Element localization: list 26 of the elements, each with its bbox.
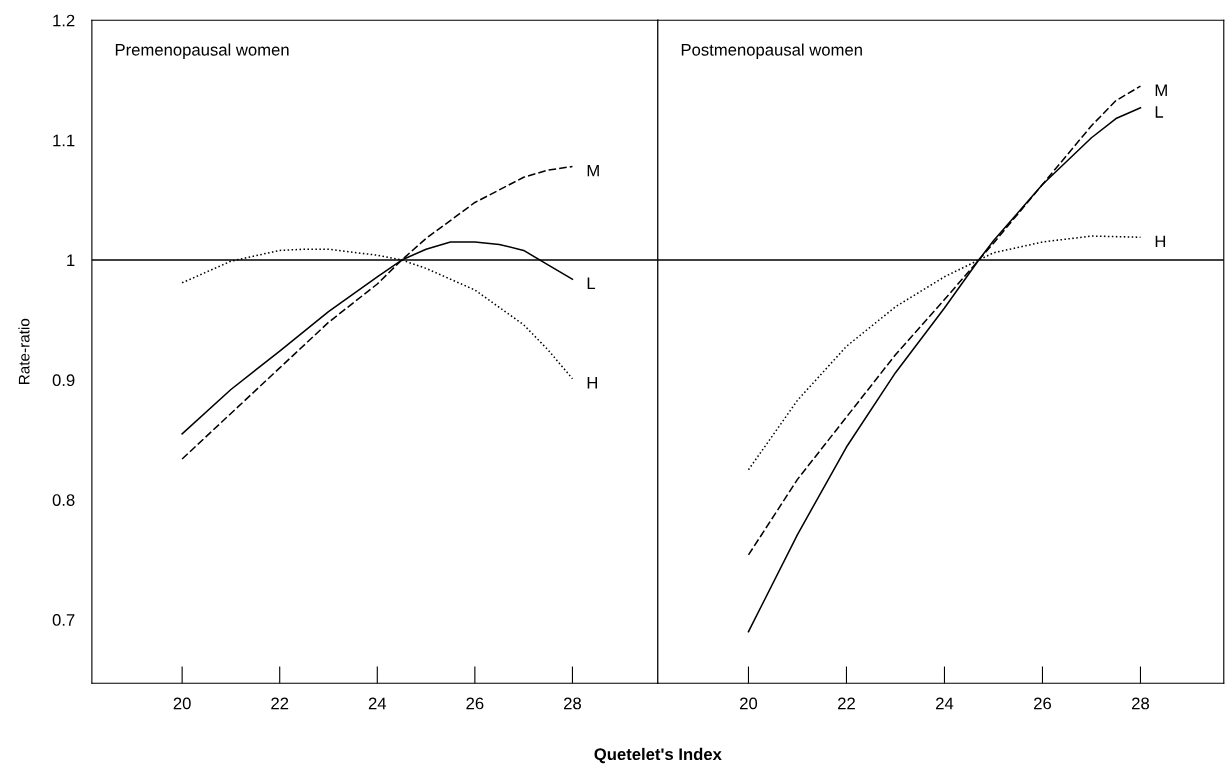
x-tick-label: 26 [1034, 697, 1052, 710]
x-tick-label: 22 [838, 697, 855, 710]
x-axis-title: Quetelet's Index [594, 747, 722, 764]
y-axis-title: Rate-ratio [18, 318, 30, 384]
x-tick-label: 24 [368, 697, 387, 710]
y-tick-label: 1.2 [53, 14, 75, 27]
y-tick-label: 0.7 [52, 614, 75, 626]
x-tick-label: 26 [466, 697, 484, 710]
series-label: H [1155, 235, 1166, 248]
x-tick-label: 20 [173, 697, 191, 710]
y-tick-label: 0.9 [52, 374, 75, 387]
x-tick-label: 22 [271, 697, 289, 710]
x-tick-label: 24 [936, 697, 954, 710]
y-tick-label: 0.8 [52, 494, 75, 506]
series-label: L [1155, 106, 1164, 118]
text: Premenopausal women [115, 43, 289, 59]
x-tick-label: 28 [1132, 697, 1150, 710]
y-tick-label: 1 [67, 254, 75, 267]
series-label: M [1155, 84, 1167, 97]
series-label: M [587, 164, 599, 177]
y-tick-label: 1.1 [53, 134, 75, 147]
x-tick-label: 20 [740, 697, 758, 710]
series-label: H [587, 377, 598, 389]
series-label: L [587, 277, 596, 290]
text: Postmenopausal women [681, 43, 862, 59]
x-tick-label: 28 [564, 697, 581, 710]
